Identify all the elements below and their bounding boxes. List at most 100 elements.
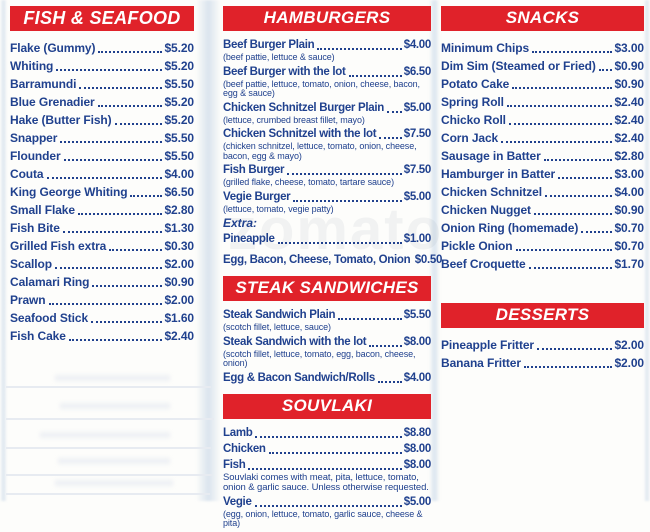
item-name: Seafood Stick (10, 311, 89, 325)
item-name: Onion Ring (homemade) (441, 221, 579, 235)
item-price: $5.50 (164, 149, 194, 163)
menu-item-row: King George Whiting $6.50 (10, 186, 194, 199)
menu-item-row: Beef Croquette $1.70 (441, 258, 644, 271)
menu-item: Vegie $5.00 (egg, onion, lettuce, tomato, … (223, 496, 431, 529)
dot-leader (532, 51, 613, 53)
menu-item-row: Flounder $5.50 (10, 150, 194, 163)
section-banner: DESSERTS (441, 303, 644, 328)
item-name: Snapper (10, 131, 58, 145)
item-price: $5.50 (403, 309, 432, 321)
menu-item-row: Chicken $8.00 (223, 443, 431, 456)
menu-item: Grilled Fish extra $0.30 (10, 240, 194, 253)
item-price: $0.90 (614, 203, 644, 217)
item-price: $5.20 (164, 95, 194, 109)
menu-section: SOUVLAKI Lamb $8.80 Chicken $8.00 Fish $8.00 So… (223, 393, 431, 532)
item-price: $5.00 (403, 190, 432, 203)
menu-item: Minimum Chips $3.00 (441, 42, 644, 55)
menu-item-row: Spring Roll $2.40 (441, 96, 644, 109)
section-banner: STEAK SANDWICHES (223, 276, 431, 301)
dot-leader (508, 123, 613, 125)
menu-item: Whiting $5.20 (10, 60, 194, 73)
item-name: Chicken Schnitzel with the lot (223, 128, 377, 140)
item-name: Hamburger in Batter (441, 167, 556, 181)
menu-item: Beef Croquette $1.70 (441, 258, 644, 271)
item-name: Vegie (223, 495, 252, 508)
dot-leader (512, 87, 613, 89)
menu-item-row: Onion Ring (homemade) $0.70 (441, 222, 644, 235)
menu-item: Corn Jack $2.40 (441, 132, 644, 145)
menu-item-row: Fish $8.00 (223, 459, 431, 472)
item-price: $0.30 (164, 239, 194, 253)
menu-item: Snapper $5.50 (10, 132, 194, 145)
menu-section: STEAK SANDWICHES Steak Sandwich Plain $5.5… (223, 276, 431, 388)
column-snacks-desserts: SNACKS Minimum Chips $3.00 Dim Sim (Steamed… (441, 6, 644, 532)
dot-leader (46, 177, 163, 179)
dot-leader (528, 267, 613, 269)
menu-item: Fish Burger $7.50 (grilled flake, cheese, … (223, 164, 431, 188)
menu-item-row: Grilled Fish extra $0.30 (10, 240, 194, 253)
dot-leader (79, 87, 163, 89)
dot-leader (537, 348, 613, 350)
dot-leader (293, 199, 402, 202)
menu-item-row: Chicko Roll $2.40 (441, 114, 644, 127)
menu-item: Potato Cake $0.90 (441, 78, 644, 91)
item-name: Steak Sandwich Plain (223, 309, 336, 321)
menu-section: DESSERTS Pineapple Fritter $2.00 Banana Fri… (441, 303, 644, 375)
menu-item-row: Vegie Burger $5.00 (223, 191, 431, 204)
dot-leader (379, 137, 402, 139)
menu-item: Spring Roll $2.40 (441, 96, 644, 109)
item-description: (egg, onion, lettuce, tomato, garlic sau… (223, 508, 423, 528)
showthrough-line (6, 493, 210, 495)
menu-item-row: Pineapple $1.00 (223, 233, 431, 246)
item-price: $0.90 (614, 59, 644, 73)
menu-item-row: Minimum Chips $3.00 (441, 42, 644, 55)
souvlaki-note: Souvlaki comes with meat, pita, lettuce,… (223, 471, 429, 493)
menu-item-row: Potato Cake $0.90 (441, 78, 644, 91)
item-price: $6.50 (403, 65, 432, 78)
item-name: Egg & Bacon Sandwich/Rolls (223, 371, 375, 384)
dot-leader (523, 366, 613, 368)
menu-item-row: Fish Bite $1.30 (10, 222, 194, 235)
menu-item-row: Chicken Nugget $0.90 (441, 204, 644, 217)
item-description: (chicken schnitzel, lettuce, tomato, oni… (223, 141, 417, 161)
item-price: $2.00 (614, 338, 644, 352)
menu-item: Chicko Roll $2.40 (441, 114, 644, 127)
item-description: (grilled flake, cheese, tomato, tartare … (223, 177, 394, 187)
item-price: $3.00 (614, 41, 644, 55)
item-price: $3.00 (614, 167, 644, 181)
menu-item: Egg & Bacon Sandwich/Rolls $4.00 (223, 372, 431, 385)
menu-item: Fish $8.00 Souvlaki comes with meat, pita,… (223, 459, 431, 493)
dot-leader (48, 303, 163, 305)
item-price: $8.00 (403, 458, 432, 471)
showthrough-line (6, 418, 214, 420)
menu-item-row: Fish Cake $2.40 (10, 330, 194, 343)
dot-leader (248, 467, 402, 470)
item-name: Chicken Nugget (441, 203, 531, 217)
menu-item-row: Fish Burger $7.50 (223, 164, 431, 177)
item-name: Beef Burger with the lot (223, 65, 346, 78)
menu-item: Steak Sandwich with the lot $8.00 (scotch … (223, 336, 431, 369)
menu-item-row: Chicken Schnitzel $4.00 (441, 186, 644, 199)
dot-leader (56, 69, 163, 71)
menu-item-row: Corn Jack $2.40 (441, 132, 644, 145)
item-price: $0.50 (414, 254, 443, 266)
dot-leader (98, 51, 163, 53)
menu-section: SNACKS Minimum Chips $3.00 Dim Sim (Steamed… (441, 6, 644, 276)
menu-item-row: Pickle Onion $0.70 (441, 240, 644, 253)
dot-leader (545, 195, 613, 197)
item-price: $1.30 (164, 221, 194, 235)
menu-item: Seafood Stick $1.60 (10, 312, 194, 325)
menu-item: Vegie Burger $5.00 (lettuce, tomato, vegie… (223, 191, 431, 215)
dot-leader (77, 213, 163, 215)
dot-leader (268, 451, 402, 454)
item-name: Fish Bite (10, 221, 60, 235)
dot-leader (109, 249, 163, 251)
column-fish-and-seafood: FISH & SEAFOOD Flake (Gummy) $5.20 Whiting $… (10, 6, 194, 532)
dot-leader (255, 435, 402, 438)
showthrough-line (6, 386, 211, 388)
menu-item: Prawn $2.00 (10, 294, 194, 307)
menu-item: Flake (Gummy) $5.20 (10, 42, 194, 55)
item-price: $2.40 (614, 95, 644, 109)
item-name: Fish (223, 458, 246, 471)
item-name: Pineapple (223, 233, 275, 245)
